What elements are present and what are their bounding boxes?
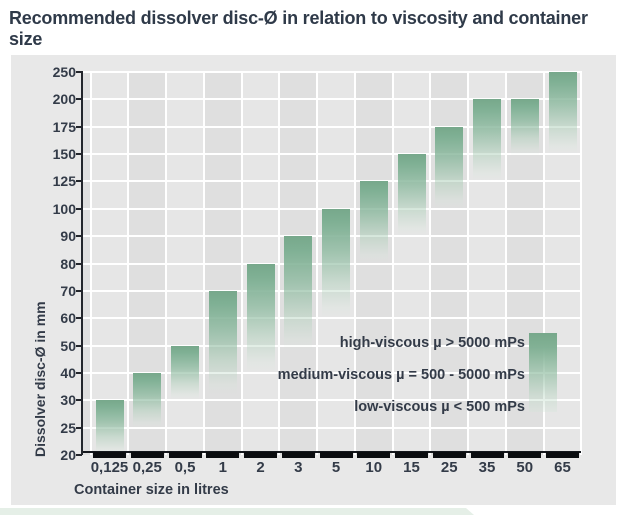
- horizontal-gridline: [83, 399, 582, 402]
- y-tick-label: 150: [52, 146, 76, 163]
- x-tick-label: 10: [365, 459, 383, 476]
- x-tick-label: 0,5: [174, 459, 196, 476]
- x-axis-title: Container size in litres: [74, 482, 229, 498]
- y-tick-mark: [76, 153, 82, 156]
- x-tick-label: 50: [516, 459, 534, 476]
- x-axis-dash: [508, 452, 542, 458]
- legend-gradient-swatch: [529, 333, 557, 412]
- y-tick-mark: [76, 180, 82, 183]
- bar-5: [322, 208, 350, 319]
- y-tick-mark: [76, 235, 82, 238]
- y-tick-mark: [76, 454, 82, 456]
- horizontal-gridline: [83, 317, 582, 320]
- y-tick-mark: [76, 125, 82, 128]
- bar-2: [246, 263, 275, 373]
- x-tick-label: 35: [478, 459, 496, 476]
- horizontal-gridline: [83, 153, 582, 156]
- y-tick-label: 20: [60, 447, 76, 463]
- y-tick-mark: [76, 289, 82, 292]
- y-tick-mark: [76, 344, 82, 347]
- bar-0,125: [95, 400, 124, 455]
- bar-1: [208, 290, 237, 395]
- bar-10: [359, 181, 388, 264]
- x-tick-label: 0,25: [132, 459, 162, 476]
- legend-low-viscous: low-viscous µ < 500 mPs: [354, 399, 525, 415]
- y-tick-mark: [76, 262, 82, 265]
- bar-15: [397, 154, 426, 237]
- y-tick-label: 60: [60, 310, 76, 327]
- legend-medium-viscous: medium-viscous µ = 500 - 5000 mPs: [277, 367, 525, 383]
- legend-high-viscous: high-viscous µ > 5000 mPs: [339, 335, 525, 351]
- x-tick-label: 2: [256, 459, 265, 476]
- y-tick-label: 250: [52, 64, 76, 80]
- x-axis-dash: [281, 452, 315, 458]
- horizontal-gridline: [83, 371, 582, 374]
- y-tick-mark: [76, 426, 82, 429]
- y-tick-mark: [76, 317, 82, 320]
- horizontal-gridline: [83, 180, 582, 183]
- y-tick-label: 30: [60, 392, 76, 409]
- y-tick-label: 90: [60, 228, 76, 245]
- x-tick-label: 5: [331, 459, 341, 476]
- y-tick-mark: [76, 399, 82, 402]
- x-tick-label: 15: [403, 459, 420, 476]
- x-axis-dash: [93, 452, 126, 458]
- x-axis-dash: [130, 452, 164, 458]
- x-axis-dash: [244, 452, 277, 458]
- x-tick-label: 3: [294, 459, 303, 476]
- y-tick-label: 175: [52, 118, 76, 135]
- horizontal-gridline: [83, 344, 582, 347]
- y-tick-label: 100: [52, 200, 76, 217]
- y-tick-label: 80: [60, 255, 76, 272]
- x-axis-dash: [168, 452, 202, 458]
- y-axis-line: [81, 71, 83, 455]
- y-tick-mark: [76, 71, 82, 73]
- y-tick-label: 70: [60, 282, 76, 299]
- plot-area: [83, 71, 582, 455]
- x-axis-dash: [357, 452, 391, 458]
- footer-accent-band: [0, 508, 474, 515]
- y-tick-mark: [76, 371, 82, 374]
- bar-65: [548, 72, 577, 155]
- y-tick-label: 200: [52, 91, 76, 108]
- horizontal-gridline: [83, 125, 582, 128]
- y-tick-mark: [76, 207, 82, 210]
- x-axis-dash: [395, 452, 428, 458]
- y-tick-label: 40: [60, 364, 76, 381]
- y-tick-label: 50: [60, 337, 76, 354]
- x-tick-label: 0,125: [90, 459, 129, 476]
- x-tick-label: 1: [218, 459, 227, 476]
- x-axis-dash: [206, 452, 240, 458]
- bar-50: [510, 99, 539, 157]
- horizontal-gridline: [83, 426, 582, 429]
- horizontal-gridline: [83, 71, 582, 73]
- x-axis-dash: [432, 452, 466, 458]
- y-axis-title: Dissolver disc-Ø in mm: [32, 301, 48, 457]
- bar-3: [284, 236, 313, 352]
- y-tick-label: 25: [60, 419, 76, 436]
- x-axis-dash: [470, 452, 504, 458]
- x-axis-dash: [319, 452, 353, 458]
- bar-0,25: [133, 372, 162, 428]
- x-tick-label: 65: [554, 459, 571, 476]
- y-tick-label: 125: [52, 173, 76, 190]
- bar-35: [473, 99, 501, 182]
- x-axis-dash: [546, 452, 579, 458]
- x-tick-label: 25: [440, 459, 458, 476]
- horizontal-gridline: [83, 98, 582, 101]
- y-tick-mark: [76, 98, 82, 101]
- bar-25: [435, 126, 464, 209]
- chart-title: Recommended dissolver disc-Ø in relation…: [9, 8, 588, 49]
- bar-0,5: [171, 345, 199, 401]
